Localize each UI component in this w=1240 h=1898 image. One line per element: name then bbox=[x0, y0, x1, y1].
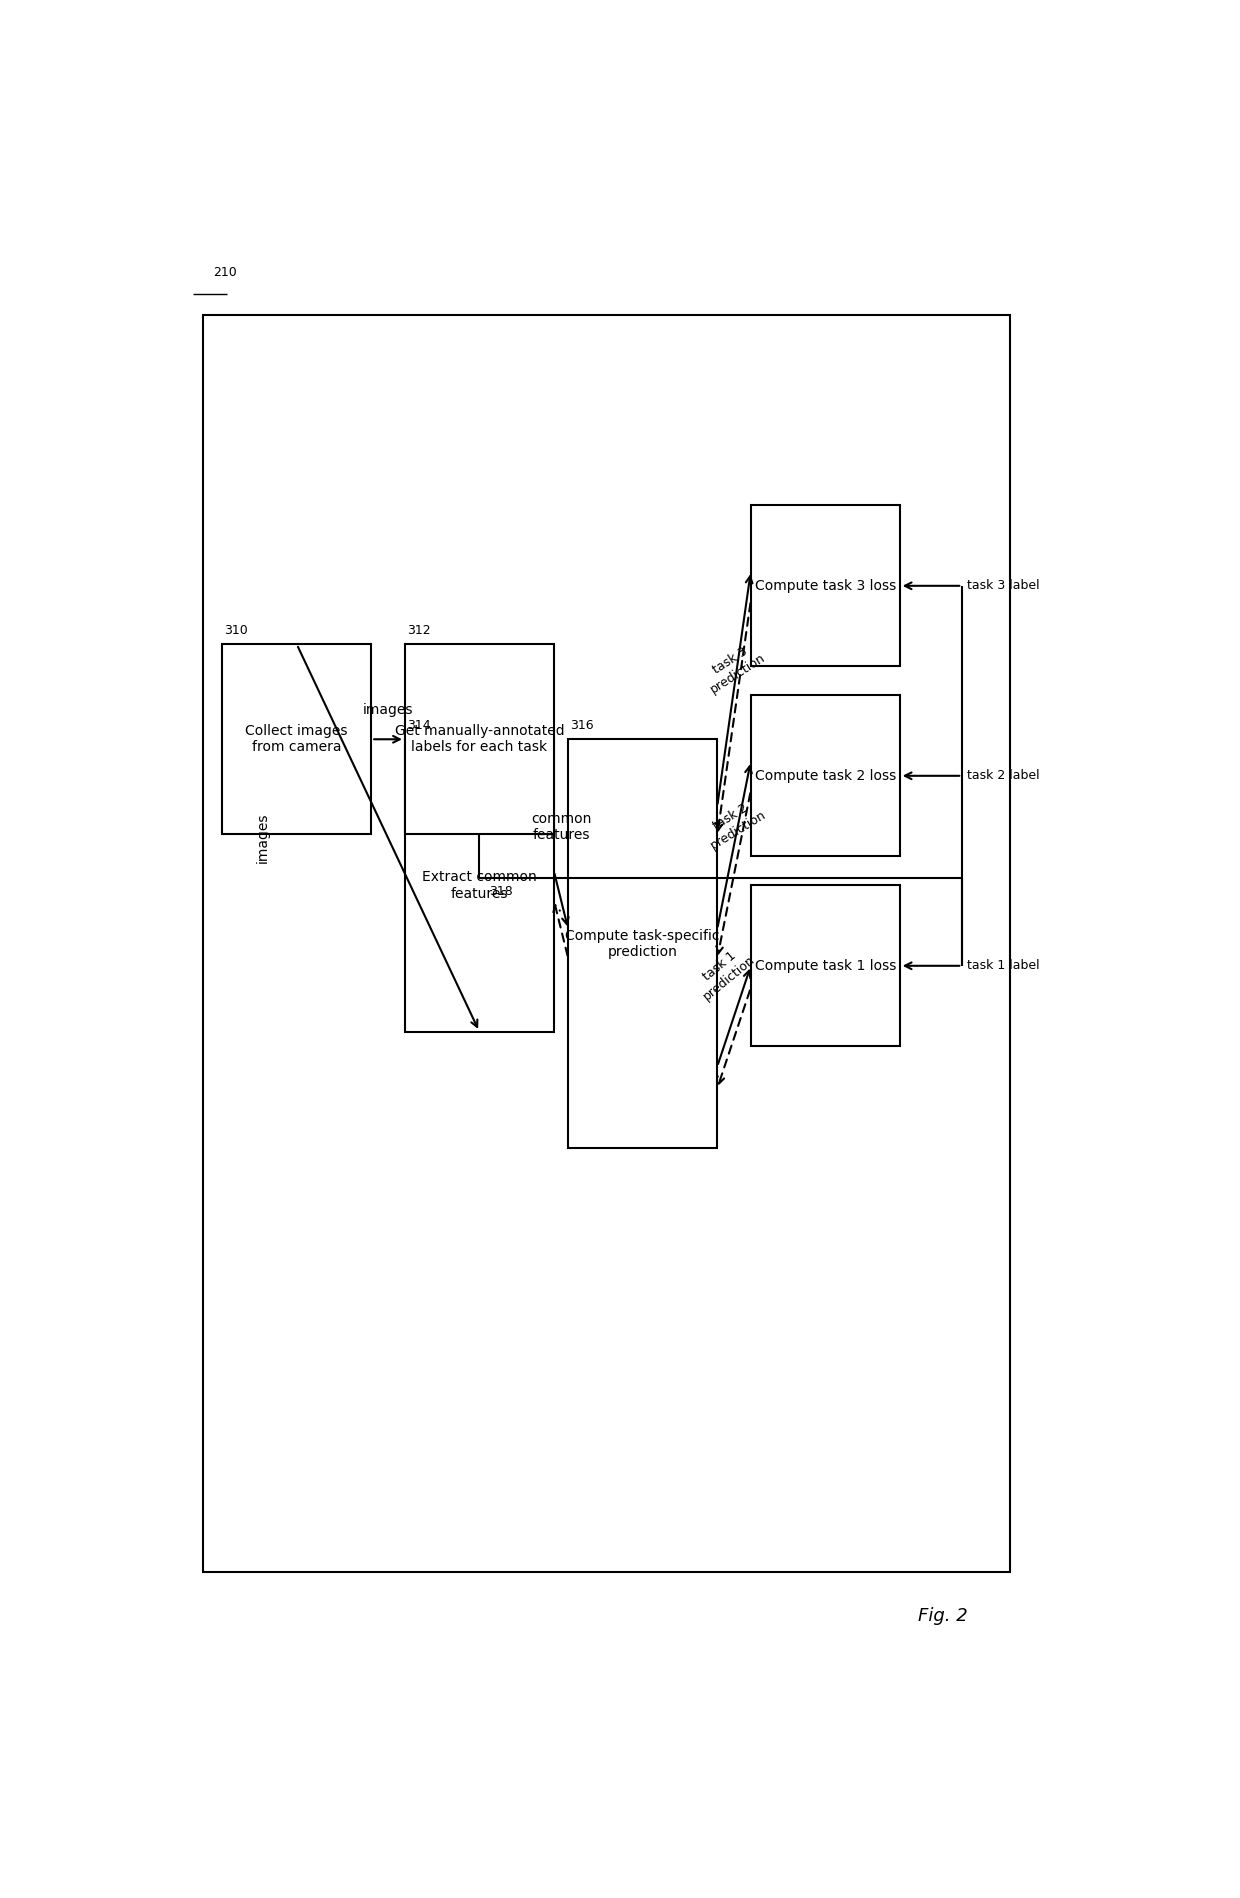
FancyBboxPatch shape bbox=[222, 643, 371, 835]
Text: 312: 312 bbox=[407, 624, 430, 638]
Text: 310: 310 bbox=[224, 624, 248, 638]
Text: images: images bbox=[363, 702, 413, 717]
FancyBboxPatch shape bbox=[751, 884, 900, 1046]
Text: 210: 210 bbox=[213, 266, 237, 279]
Text: images: images bbox=[257, 812, 270, 864]
Text: Extract common
features: Extract common features bbox=[422, 871, 537, 900]
Text: 318: 318 bbox=[489, 886, 512, 898]
Text: task 1
prediction: task 1 prediction bbox=[691, 941, 758, 1004]
Text: 314: 314 bbox=[407, 719, 430, 733]
FancyBboxPatch shape bbox=[751, 695, 900, 856]
Text: task 3 label: task 3 label bbox=[967, 579, 1039, 592]
Text: Fig. 2: Fig. 2 bbox=[918, 1608, 968, 1625]
Text: common
features: common features bbox=[531, 812, 591, 843]
Text: task 2 label: task 2 label bbox=[967, 769, 1039, 782]
Text: Compute task 3 loss: Compute task 3 loss bbox=[755, 579, 897, 592]
Text: Compute task 1 loss: Compute task 1 loss bbox=[755, 958, 897, 974]
Text: task 1 label: task 1 label bbox=[967, 958, 1039, 972]
FancyBboxPatch shape bbox=[203, 315, 1011, 1572]
Text: Collect images
from camera: Collect images from camera bbox=[246, 725, 348, 754]
Text: Compute task-specific
prediction: Compute task-specific prediction bbox=[565, 928, 720, 958]
FancyBboxPatch shape bbox=[404, 740, 554, 1033]
Text: 316: 316 bbox=[570, 719, 594, 733]
FancyBboxPatch shape bbox=[751, 505, 900, 666]
Text: task 2
prediction: task 2 prediction bbox=[699, 795, 768, 852]
Text: Compute task 2 loss: Compute task 2 loss bbox=[755, 769, 897, 782]
FancyBboxPatch shape bbox=[404, 643, 554, 835]
Text: Get manually-annotated
labels for each task: Get manually-annotated labels for each t… bbox=[394, 725, 564, 754]
FancyBboxPatch shape bbox=[568, 740, 717, 1148]
Text: task 3
prediction: task 3 prediction bbox=[701, 638, 768, 697]
